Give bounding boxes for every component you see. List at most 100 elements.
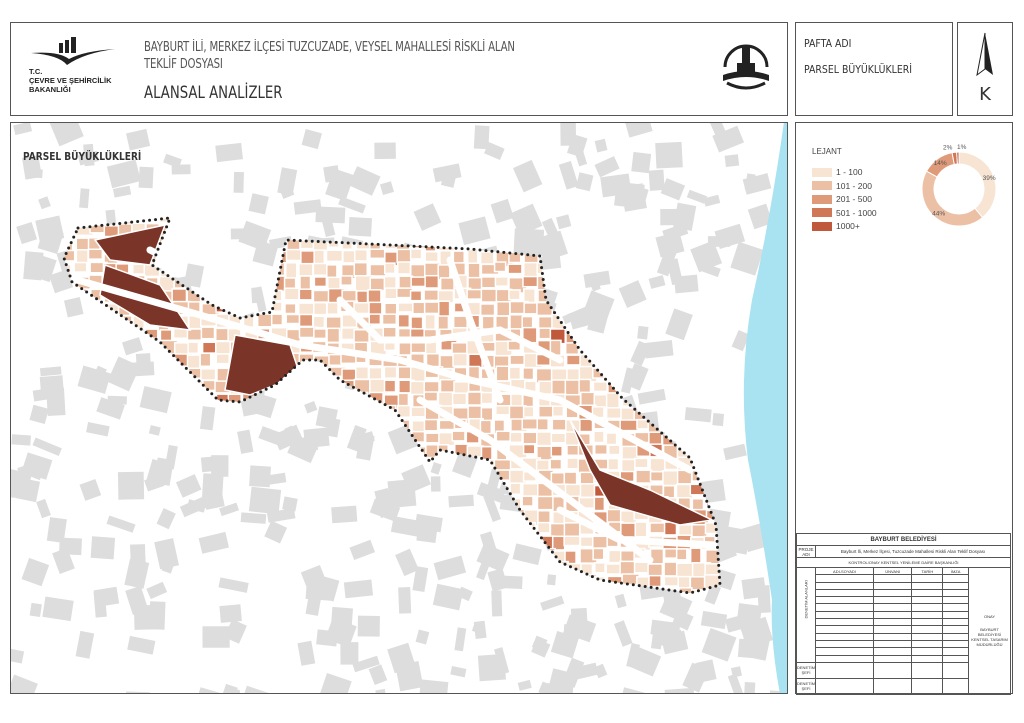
page-subtitle: ALANSAL ANALİZLER	[144, 83, 283, 103]
building	[123, 558, 149, 589]
parcel	[312, 301, 327, 315]
building	[339, 641, 358, 665]
building	[145, 581, 167, 599]
signature-cell[interactable]	[942, 581, 969, 590]
signature-cell[interactable]	[942, 677, 969, 695]
signature-cell[interactable]	[911, 639, 944, 649]
signature-cell[interactable]	[872, 603, 913, 612]
signature-cell[interactable]	[815, 647, 874, 656]
parcel-large	[93, 223, 166, 266]
building	[430, 475, 441, 492]
signature-cell[interactable]	[942, 625, 969, 634]
signature-cell[interactable]	[872, 610, 913, 620]
signature-cell[interactable]	[815, 574, 874, 583]
signature-cell[interactable]	[815, 588, 874, 598]
signature-cell[interactable]	[942, 654, 969, 663]
signature-cell[interactable]	[911, 654, 944, 663]
signature-cell[interactable]	[815, 632, 874, 641]
parcel	[537, 315, 554, 330]
building	[143, 474, 164, 492]
signature-cell[interactable]	[815, 610, 874, 620]
signature-cell[interactable]	[942, 588, 969, 598]
signature-cell[interactable]	[815, 677, 874, 695]
signature-cell[interactable]	[942, 661, 969, 679]
building	[666, 257, 683, 285]
building	[654, 141, 683, 169]
road	[446, 256, 503, 403]
signature-cell[interactable]	[872, 618, 913, 627]
parcel	[605, 391, 620, 409]
signature-cell[interactable]	[911, 661, 944, 679]
signature-cell[interactable]	[911, 588, 944, 598]
building	[237, 220, 271, 251]
signature-cell[interactable]	[942, 618, 969, 627]
signature-cell[interactable]	[872, 647, 913, 656]
signature-cell[interactable]	[942, 610, 969, 620]
signature-cell[interactable]	[872, 574, 913, 583]
parcel	[522, 261, 538, 278]
signature-cell[interactable]	[942, 603, 969, 612]
building	[175, 473, 201, 498]
signature-cell[interactable]	[911, 618, 944, 627]
building	[346, 424, 367, 452]
building	[484, 468, 501, 497]
signature-cell[interactable]	[815, 596, 874, 605]
legend-label: 501 - 1000	[836, 207, 877, 218]
signature-cell[interactable]	[815, 661, 874, 679]
legend-swatch	[812, 181, 832, 190]
map-panel[interactable]: PARSEL BÜYÜKLÜKLERİ	[10, 122, 788, 694]
building	[46, 516, 67, 543]
building	[31, 436, 62, 456]
signature-cell[interactable]	[872, 625, 913, 634]
signature-cell[interactable]	[942, 632, 969, 641]
signature-cell[interactable]	[872, 632, 913, 641]
signature-cell[interactable]	[911, 603, 944, 612]
signature-cell[interactable]	[872, 661, 913, 679]
parcel	[520, 315, 533, 329]
building	[722, 443, 747, 460]
parcel	[508, 482, 521, 495]
building	[239, 685, 275, 693]
signature-cell[interactable]	[815, 581, 874, 590]
parcel	[439, 276, 456, 291]
parcel	[607, 443, 621, 455]
parcel-map[interactable]	[10, 122, 788, 694]
signature-cell[interactable]	[872, 654, 913, 663]
signature-cell[interactable]	[911, 647, 944, 656]
signature-cell[interactable]	[872, 581, 913, 590]
parcel	[508, 431, 523, 443]
signature-cell[interactable]	[942, 574, 969, 583]
signature-cell[interactable]	[911, 625, 944, 634]
logo-text: BAKANLIĞI	[29, 85, 71, 94]
signature-cell[interactable]	[942, 647, 969, 656]
parcel	[283, 286, 300, 300]
signature-cell[interactable]	[872, 639, 913, 649]
signature-cell[interactable]	[911, 610, 944, 620]
signature-cell[interactable]	[872, 588, 913, 598]
signature-cell[interactable]	[942, 596, 969, 605]
building	[731, 329, 750, 351]
building	[272, 424, 303, 450]
signature-cell[interactable]	[815, 654, 874, 663]
building	[561, 657, 584, 688]
signature-cell[interactable]	[815, 625, 874, 634]
signature-cell[interactable]	[872, 596, 913, 605]
signature-cell[interactable]	[815, 639, 874, 649]
signature-cell[interactable]	[815, 618, 874, 627]
parcel	[633, 457, 649, 468]
signature-cell[interactable]	[911, 574, 944, 583]
signature-cell[interactable]	[815, 603, 874, 612]
road	[416, 396, 653, 563]
signature-cell[interactable]	[872, 677, 913, 695]
building	[30, 253, 57, 282]
parcel	[199, 367, 216, 381]
signature-cell[interactable]	[911, 596, 944, 605]
building	[613, 619, 633, 647]
signature-cell[interactable]	[911, 677, 944, 695]
signature-cell[interactable]	[942, 639, 969, 649]
signature-cell[interactable]	[911, 632, 944, 641]
building	[614, 593, 627, 608]
signature-cell[interactable]	[911, 581, 944, 590]
building	[618, 279, 647, 308]
building	[593, 663, 607, 678]
